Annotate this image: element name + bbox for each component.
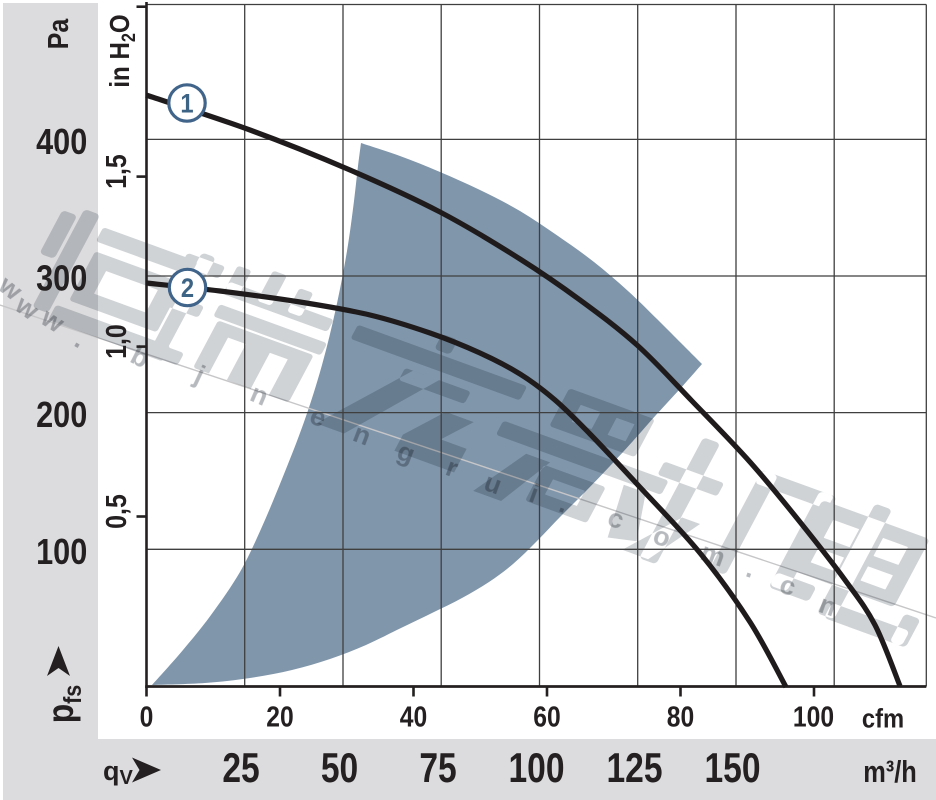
svg-text:100: 100 <box>36 531 87 572</box>
svg-text:100: 100 <box>508 746 564 792</box>
svg-text:1: 1 <box>180 89 193 119</box>
svg-text:80: 80 <box>667 701 694 733</box>
svg-text:50: 50 <box>321 746 358 792</box>
svg-text:1,5: 1,5 <box>100 154 132 189</box>
svg-text:1,0: 1,0 <box>100 324 132 359</box>
svg-text:20: 20 <box>266 701 293 733</box>
svg-text:0,5: 0,5 <box>100 494 132 529</box>
svg-text:in H2O: in H2O <box>103 14 139 87</box>
svg-text:40: 40 <box>400 701 427 733</box>
svg-text:2: 2 <box>181 274 194 304</box>
svg-text:0: 0 <box>140 701 154 733</box>
svg-text:300: 300 <box>36 258 87 299</box>
svg-text:25: 25 <box>222 746 259 792</box>
svg-text:Pa: Pa <box>42 18 74 49</box>
svg-text:125: 125 <box>606 746 662 792</box>
svg-text:75: 75 <box>419 746 456 792</box>
svg-text:cfm: cfm <box>862 704 904 734</box>
svg-text:60: 60 <box>533 701 560 733</box>
svg-text:100: 100 <box>793 701 834 733</box>
svg-text:m³/h: m³/h <box>863 755 917 790</box>
svg-text:200: 200 <box>36 395 87 436</box>
svg-text:150: 150 <box>704 746 760 792</box>
svg-text:400: 400 <box>36 122 87 163</box>
